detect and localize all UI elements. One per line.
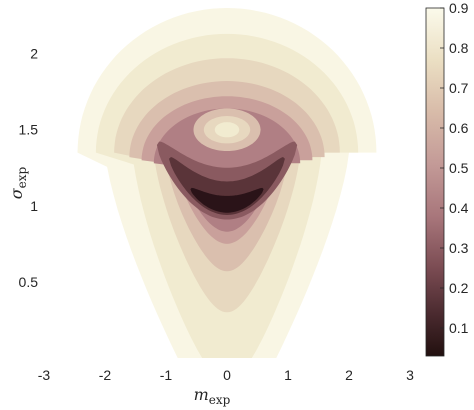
colorbar-gradient — [425, 7, 445, 357]
x-tick-label: 2 — [345, 367, 353, 383]
x-tick-label: -3 — [38, 367, 51, 383]
x-tick-label: 3 — [406, 367, 414, 383]
y-axis-label-symbol: σ — [7, 187, 26, 199]
colorbar-tick-label: 0.1 — [449, 320, 469, 336]
x-axis-label-subscript: exp — [209, 393, 231, 407]
contour-valley-band-0 — [156, 141, 298, 220]
x-tick-label: 1 — [284, 367, 292, 383]
x-tick-label: -2 — [99, 367, 112, 383]
y-axis-label: σexp — [7, 166, 29, 199]
y-tick-label: 1.5 — [19, 122, 39, 138]
y-axis-label-subscript: exp — [15, 166, 29, 188]
colorbar: 0.1 0.2 0.3 0.4 0.5 0.6 0.7 0.8 0.9 — [425, 0, 469, 357]
colorbar-tick-label: 0.5 — [449, 160, 469, 176]
y-axis: 0.5 1 1.5 2 — [19, 46, 39, 290]
x-tick-label: -1 — [160, 367, 173, 383]
colorbar-tick-label: 0.3 — [449, 240, 469, 256]
x-tick-label: 0 — [223, 367, 231, 383]
colorbar-tick-label: 0.2 — [449, 280, 469, 296]
y-tick-label: 2 — [30, 46, 38, 62]
colorbar-tick-label: 0.6 — [449, 120, 469, 136]
contour-valley-band-2 — [190, 187, 264, 213]
y-tick-label: 1 — [30, 198, 38, 214]
x-axis: -3 -2 -1 0 1 2 3 — [38, 367, 414, 383]
colorbar-tick-label: 0.4 — [449, 200, 469, 216]
contour-valley-band-1 — [169, 157, 285, 215]
colorbar-tick-label: 0.8 — [449, 40, 469, 56]
contour-fill-layers — [77, 8, 377, 358]
x-axis-label-symbol: m — [194, 385, 209, 404]
colorbar-ticks: 0.1 0.2 0.3 0.4 0.5 0.6 0.7 0.8 0.9 — [440, 0, 469, 336]
colorbar-tick-label: 0.7 — [449, 80, 469, 96]
colorbar-tick-label: 0.9 — [449, 0, 469, 16]
plot-area — [77, 8, 377, 358]
contour-peak-ring-2 — [214, 122, 240, 138]
y-tick-label: 0.5 — [19, 274, 39, 290]
x-axis-label: mexp — [194, 385, 231, 407]
